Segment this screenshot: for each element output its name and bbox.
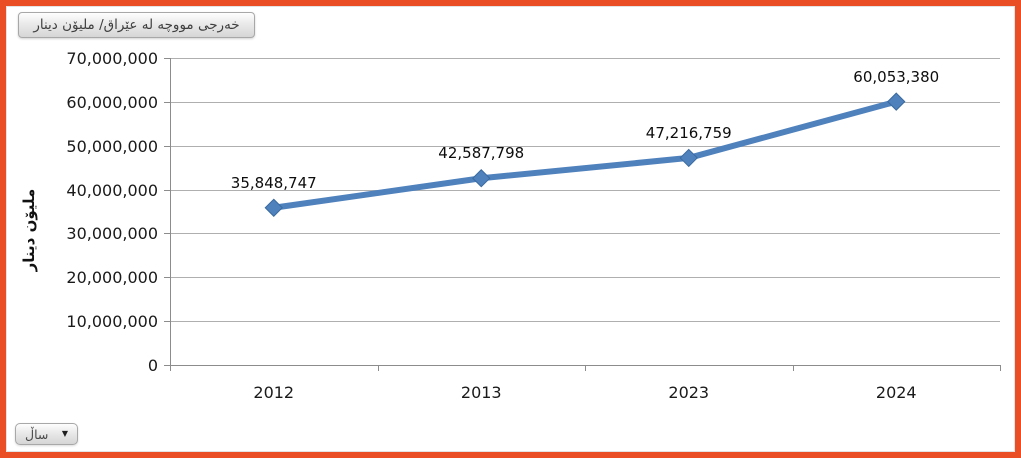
- y-tick-mark: [164, 365, 170, 366]
- gridline: [170, 145, 1000, 147]
- gridline: [170, 277, 1000, 279]
- gridline: [170, 58, 1000, 59]
- dropdown-arrow-icon: ▼: [61, 429, 68, 438]
- y-tick-label: 30,000,000: [66, 224, 158, 244]
- data-point-marker: [264, 198, 283, 217]
- y-axis-line: [170, 58, 171, 365]
- y-tick-label: 40,000,000: [66, 180, 158, 200]
- pivot-value-field-button[interactable]: خەرجی مووچە لە عێراق/ ملیۆن دینار: [18, 12, 255, 38]
- gridline: [170, 321, 1000, 323]
- x-axis-label: 2013: [460, 383, 502, 402]
- y-tick-label: 10,000,000: [66, 312, 158, 332]
- y-tick-label: 50,000,000: [66, 136, 158, 156]
- axis-field-dropdown[interactable]: ساڵ ▼: [15, 423, 78, 445]
- gridline: [170, 233, 1000, 235]
- y-tick-mark: [164, 233, 170, 235]
- y-tick-mark: [164, 321, 170, 323]
- y-tick-label: 20,000,000: [66, 268, 158, 288]
- x-axis-label: 2023: [668, 383, 710, 402]
- x-tick-mark: [585, 366, 586, 371]
- x-axis-label: 2012: [253, 383, 295, 402]
- x-axis-line: [170, 365, 1001, 366]
- x-axis-label: 2024: [875, 383, 917, 402]
- y-tick-mark: [164, 277, 170, 279]
- data-point-marker: [679, 148, 698, 168]
- y-tick-mark: [164, 145, 170, 147]
- y-tick-label: 60,000,000: [66, 92, 158, 112]
- data-label: 35,848,747: [230, 173, 317, 192]
- y-tick-mark: [164, 189, 170, 191]
- y-axis-title: ملیۆن دینار: [20, 188, 38, 272]
- x-tick-mark: [1000, 366, 1001, 371]
- y-tick-mark: [164, 101, 170, 103]
- data-label: 47,216,759: [645, 123, 732, 142]
- data-label: 60,053,380: [853, 67, 940, 86]
- gridline: [170, 101, 1000, 103]
- series-line: [273, 98, 898, 211]
- y-tick-label: 70,000,000: [66, 49, 158, 68]
- axis-field-label: ساڵ: [25, 426, 49, 442]
- pivot-value-field-label: خەرجی مووچە لە عێراق/ ملیۆن دینار: [33, 17, 240, 33]
- x-tick-mark: [792, 366, 794, 371]
- x-tick-mark: [377, 366, 379, 371]
- y-tick-mark: [164, 58, 170, 59]
- x-tick-mark: [170, 366, 171, 371]
- data-point-marker: [472, 169, 491, 188]
- y-tick-label: 0: [147, 356, 158, 375]
- data-label: 42,587,798: [438, 144, 525, 163]
